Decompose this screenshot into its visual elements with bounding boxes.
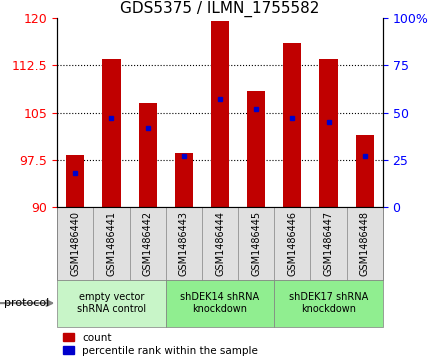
Bar: [103, 59, 121, 207]
Text: shDEK17 shRNA
knockdown: shDEK17 shRNA knockdown: [289, 292, 368, 314]
Text: GSM1486441: GSM1486441: [106, 211, 117, 276]
Bar: [283, 43, 301, 207]
Bar: [166, 280, 274, 327]
Bar: [356, 135, 374, 207]
Bar: [57, 280, 166, 327]
Text: GSM1486442: GSM1486442: [143, 211, 153, 276]
Text: GSM1486443: GSM1486443: [179, 211, 189, 276]
Text: GSM1486440: GSM1486440: [70, 211, 80, 276]
Bar: [175, 154, 193, 207]
Text: GSM1486445: GSM1486445: [251, 211, 261, 276]
Bar: [211, 21, 229, 207]
Legend: count, percentile rank within the sample: count, percentile rank within the sample: [62, 332, 259, 357]
Text: empty vector
shRNA control: empty vector shRNA control: [77, 292, 146, 314]
Text: protocol: protocol: [4, 298, 50, 308]
Bar: [274, 280, 383, 327]
Bar: [66, 155, 84, 207]
Text: GSM1486446: GSM1486446: [287, 211, 297, 276]
Bar: [319, 59, 337, 207]
Bar: [247, 90, 265, 207]
Text: GSM1486448: GSM1486448: [360, 211, 370, 276]
Text: shDEK14 shRNA
knockdown: shDEK14 shRNA knockdown: [180, 292, 260, 314]
Title: GDS5375 / ILMN_1755582: GDS5375 / ILMN_1755582: [120, 1, 320, 17]
Bar: [139, 103, 157, 207]
Text: GSM1486444: GSM1486444: [215, 211, 225, 276]
Text: GSM1486447: GSM1486447: [323, 211, 334, 276]
